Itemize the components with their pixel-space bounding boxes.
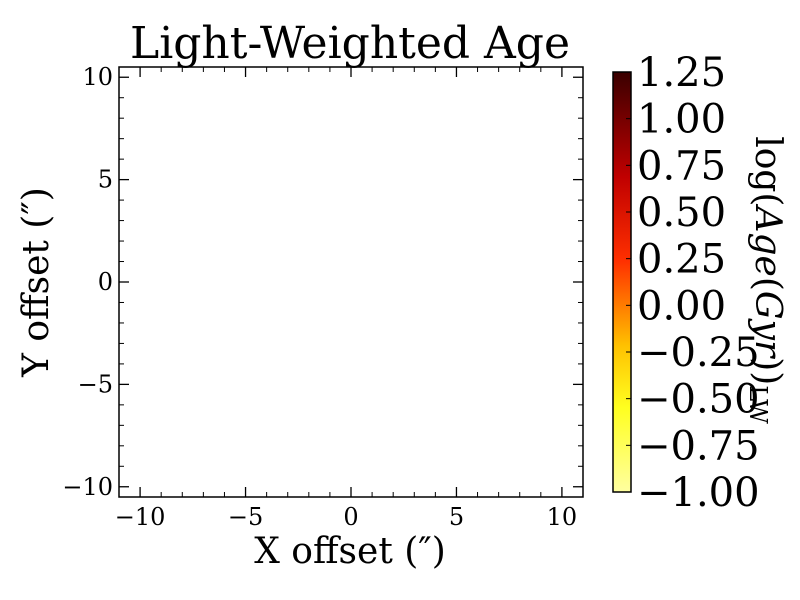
x-axis-label: X offset (″)	[254, 531, 446, 572]
colorbar-tick-label: 0.25	[637, 237, 726, 283]
colorbar-label-part: Gyr	[747, 291, 788, 359]
colorbar-tick-label: −0.50	[637, 377, 760, 423]
x-axis-ticks: −10 −5 0 5 10	[115, 67, 584, 531]
colorbar-tick-label: 1.00	[637, 97, 726, 143]
colorbar-tick-label: −0.75	[637, 423, 760, 469]
plot-frame	[118, 66, 584, 498]
x-tick-label: 5	[449, 503, 464, 531]
colorbar-tick-label: 0.50	[637, 190, 726, 236]
x-tick-label: 0	[343, 503, 358, 531]
y-axis-label: Y offset (″)	[16, 187, 57, 378]
chart-title: Light-Weighted Age	[130, 18, 570, 69]
colorbar-label-part: (	[747, 277, 788, 291]
colorbar-label-subscript: LW	[744, 385, 772, 424]
colorbar-tick-label: 0.75	[637, 143, 726, 189]
colorbar-tick-label: −1.00	[637, 470, 760, 516]
colorbar	[612, 71, 632, 493]
y-axis-ticks: −10 −5 0 5 10	[62, 63, 583, 501]
y-tick-label: −10	[62, 473, 113, 501]
colorbar-tick-label: 0.00	[637, 283, 726, 329]
colorbar-label-part: ))	[747, 357, 788, 385]
colorbar-label-part: Age	[747, 203, 788, 276]
y-tick-label: 10	[82, 63, 113, 91]
colorbar-tick-label: 1.25	[637, 50, 726, 96]
colorbar-label: log(Age(Gyr))LW	[744, 136, 788, 424]
x-tick-label: −10	[115, 503, 166, 531]
colorbar-label-part: log(	[747, 136, 788, 206]
x-tick-label: −5	[228, 503, 263, 531]
y-tick-label: −5	[78, 370, 113, 398]
colorbar-tick-label: −0.25	[637, 330, 760, 376]
colorbar-ticks: 1.251.000.750.500.250.00−0.25−0.50−0.75−…	[626, 50, 760, 516]
y-tick-label: 0	[98, 268, 113, 296]
y-tick-label: 5	[98, 166, 113, 194]
x-tick-label: 10	[547, 503, 578, 531]
